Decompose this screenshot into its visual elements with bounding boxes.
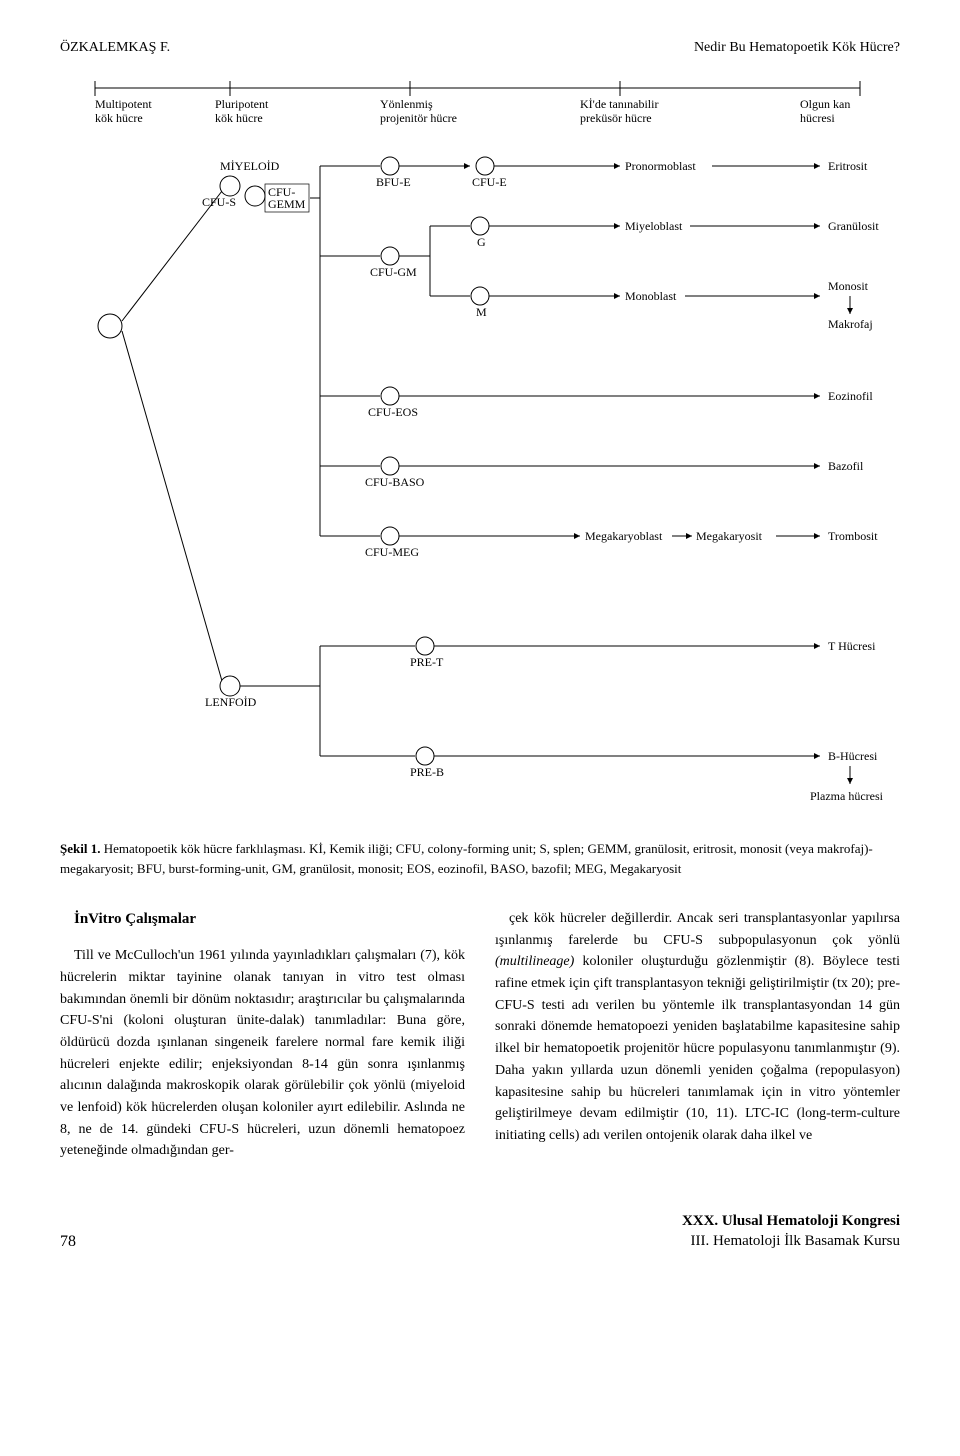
node-pre-t xyxy=(416,637,434,655)
page-header: ÖZKALEMKAŞ F. Nedir Bu Hematopoetik Kök … xyxy=(60,40,900,56)
node-cfu-e xyxy=(476,157,494,175)
node-pre-b xyxy=(416,747,434,765)
label-miyeloid: MİYELOİD xyxy=(220,159,280,173)
label-trombosit: Trombosit xyxy=(828,529,878,543)
header-author: ÖZKALEMKAŞ F. xyxy=(60,40,170,56)
label-cfu-baso: CFU-BASO xyxy=(365,475,425,489)
label-megakaryosit: Megakaryosit xyxy=(696,529,763,543)
col-header-pluripotent: Pluripotentkök hücre xyxy=(215,97,269,125)
label-eozinofil: Eozinofil xyxy=(828,389,873,403)
body-col2-end: koloniler oluşturduğu gözlenmiştir (8). … xyxy=(495,954,900,1143)
label-cfu-meg: CFU-MEG xyxy=(365,545,419,559)
label-cfu-gm: CFU-GM xyxy=(370,265,417,279)
node-lenfoid xyxy=(220,676,240,696)
figure-caption: Şekil 1. Hematopoetik kök hücre farklıla… xyxy=(60,839,900,878)
body-col2-italic: (multilineage) xyxy=(495,954,574,969)
label-makrofaj: Makrofaj xyxy=(828,317,873,331)
col-header-prekursor: Kİ'de tanınabilirpreküsör hücre xyxy=(580,97,658,125)
figure-caption-text: Hematopoetik kök hücre farklılaşması. Kİ… xyxy=(60,841,873,876)
label-monosit: Monosit xyxy=(828,279,869,293)
page-footer: 78 XXX. Ulusal Hematoloji Kongresi III. … xyxy=(60,1212,900,1251)
label-t-hucresi: T Hücresi xyxy=(828,639,876,653)
footer-congress-name: XXX. Ulusal Hematoloji Kongresi xyxy=(682,1212,900,1232)
body-col2-start: çek kök hücreler değillerdir. Ancak seri… xyxy=(495,911,900,948)
footer-course-name: III. Hematoloji İlk Basamak Kursu xyxy=(682,1232,900,1252)
label-bfu-e: BFU-E xyxy=(376,175,411,189)
label-eritrosit: Eritrosit xyxy=(828,159,868,173)
label-monoblast: Monoblast xyxy=(625,289,677,303)
label-bazofil: Bazofil xyxy=(828,459,864,473)
body-paragraph-right: çek kök hücreler değillerdir. Ancak seri… xyxy=(495,908,900,1147)
label-miyeloblast: Miyeloblast xyxy=(625,219,683,233)
col-header-projenitor: Yönlenmişprojenitör hücre xyxy=(380,97,457,125)
node-cfu-gemm xyxy=(245,186,265,206)
label-pre-b: PRE-B xyxy=(410,765,444,779)
node-cfu-meg xyxy=(381,527,399,545)
page-number: 78 xyxy=(60,1233,76,1251)
label-pre-t: PRE-T xyxy=(410,655,444,669)
figure-diagram: Multipotentkök hücre Pluripotentkök hücr… xyxy=(60,66,900,831)
label-cfu-e: CFU-E xyxy=(472,175,507,189)
label-megakaryoblast: Megakaryoblast xyxy=(585,529,663,543)
section-heading: İnVitro Çalışmalar xyxy=(60,908,465,931)
node-m xyxy=(471,287,489,305)
label-lenfoid: LENFOİD xyxy=(205,695,257,709)
node-cfu-eos xyxy=(381,387,399,405)
label-granulosit: Granülosit xyxy=(828,219,879,233)
footer-right-block: XXX. Ulusal Hematoloji Kongresi III. Hem… xyxy=(682,1212,900,1251)
body-columns: İnVitro Çalışmalar Till ve McCulloch'un … xyxy=(60,908,900,1162)
node-multipotent xyxy=(98,314,122,338)
node-bfu-e xyxy=(381,157,399,175)
label-pronormoblast: Pronormoblast xyxy=(625,159,696,173)
label-cfu-gemm: CFU-GEMM xyxy=(268,185,306,211)
col-header-multipotent: Multipotentkök hücre xyxy=(95,97,152,125)
body-paragraph-left: Till ve McCulloch'un 1961 yılında yayınl… xyxy=(60,945,465,1162)
label-g: G xyxy=(477,235,486,249)
header-title: Nedir Bu Hematopoetik Kök Hücre? xyxy=(694,40,900,56)
hematopoietic-tree-diagram: Multipotentkök hücre Pluripotentkök hücr… xyxy=(60,66,900,826)
node-g xyxy=(471,217,489,235)
figure-caption-label: Şekil 1. xyxy=(60,841,100,856)
body-column-left: İnVitro Çalışmalar Till ve McCulloch'un … xyxy=(60,908,465,1162)
col-header-olgun: Olgun kanhücresi xyxy=(800,97,850,125)
node-cfu-s xyxy=(220,176,240,196)
label-b-hucresi: B-Hücresi xyxy=(828,749,878,763)
body-column-right: çek kök hücreler değillerdir. Ancak seri… xyxy=(495,908,900,1162)
node-cfu-gm xyxy=(381,247,399,265)
label-plazma: Plazma hücresi xyxy=(810,789,884,803)
node-cfu-baso xyxy=(381,457,399,475)
label-cfu-eos: CFU-EOS xyxy=(368,405,418,419)
label-m: M xyxy=(476,305,487,319)
label-cfu-s: CFU-S xyxy=(202,195,236,209)
